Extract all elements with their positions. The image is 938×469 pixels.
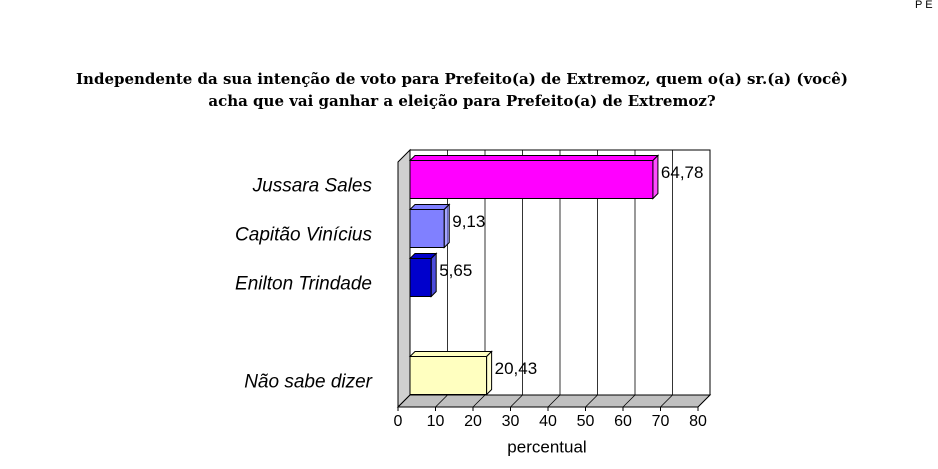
bar	[409, 209, 445, 248]
grid-line	[622, 394, 636, 408]
x-tick-label: 60	[614, 413, 632, 430]
x-tick-label: 70	[652, 413, 670, 430]
grid-line	[660, 394, 673, 408]
value-label: 5,65	[439, 261, 472, 280]
x-tick-label: 40	[539, 413, 557, 430]
grid-line	[585, 394, 598, 408]
value-label: 64,78	[661, 163, 704, 182]
chart-title: Independente da sua intenção de voto par…	[76, 70, 848, 88]
value-label: 9,13	[452, 212, 485, 231]
left-wall	[397, 148, 411, 409]
grid-line	[510, 394, 523, 408]
grid-line	[472, 394, 486, 408]
y-tick-label: Capitão Vinícius	[235, 225, 372, 246]
x-tick-label: 0	[394, 413, 403, 430]
bar-top	[408, 155, 660, 161]
y-tick-label: Enilton Trindade	[235, 274, 372, 295]
bar-side	[486, 350, 493, 396]
x-tick-label: 20	[464, 413, 482, 430]
chart-title: acha que vai ganhar a eleição para Prefe…	[208, 92, 716, 110]
bar-side	[652, 154, 659, 200]
bar-side	[443, 203, 450, 249]
bar	[409, 160, 654, 199]
grid-line	[435, 394, 448, 408]
x-tick-label: 50	[577, 413, 595, 430]
y-tick-label: Jussara Sales	[252, 176, 373, 197]
grid-line	[397, 394, 411, 408]
bar-top	[408, 204, 451, 210]
grid-line	[547, 394, 561, 408]
value-label: 20,43	[495, 359, 538, 378]
bar-top	[408, 351, 493, 357]
grid-line	[697, 394, 711, 408]
x-tick-label: 30	[502, 413, 520, 430]
corner-text: P E	[915, 0, 933, 11]
bar	[409, 356, 488, 395]
y-tick-label: Não sabe dizer	[244, 372, 372, 393]
x-axis-label: percentual	[507, 437, 586, 456]
x-tick-label: 80	[689, 413, 707, 430]
bar-side	[430, 252, 437, 298]
bar	[409, 258, 432, 297]
x-tick-label: 10	[427, 413, 445, 430]
